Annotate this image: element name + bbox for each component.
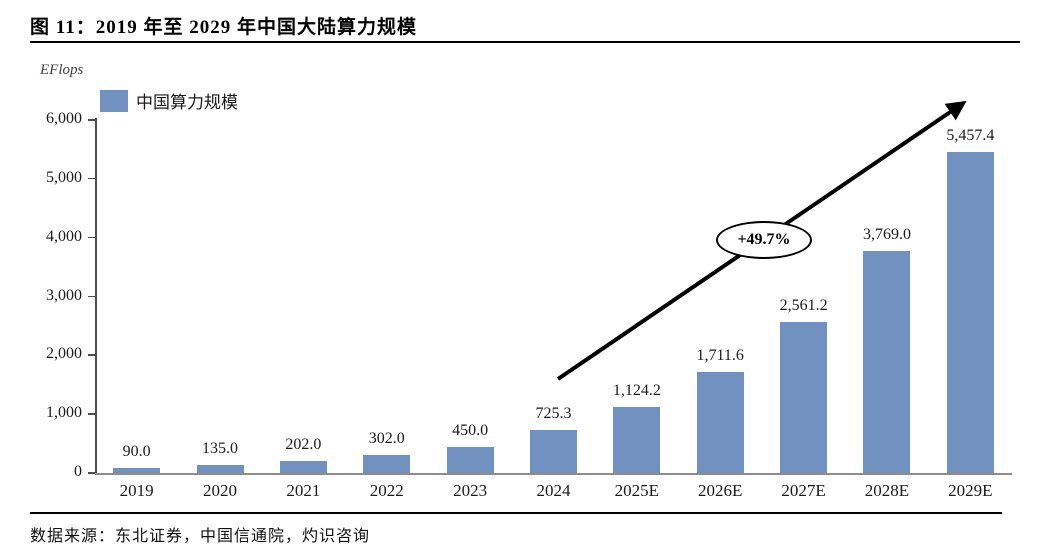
bar-value-label: 135.0 [202, 440, 239, 458]
x-axis-label: 2020 [203, 481, 238, 500]
bar-2029E [946, 151, 994, 473]
bar-2020 [196, 465, 244, 473]
bar-value-label: 450.0 [452, 421, 489, 439]
figure-title: 图 11：2019 年至 2029 年中国大陆算力规模 [30, 17, 417, 38]
y-axis-tick [88, 472, 95, 474]
bar-value-label: 1,124.2 [612, 381, 661, 399]
legend-label: 中国算力规模 [136, 93, 238, 112]
y-axis-tick-label: 6,000 [46, 110, 82, 127]
data-source: 数据来源：东北证券，中国信通院，灼识咨询 [30, 528, 371, 545]
y-axis-tick-label: 2,000 [46, 345, 82, 363]
bar-2023 [446, 446, 494, 473]
x-axis-line [95, 473, 1012, 475]
y-axis-tick [88, 413, 95, 415]
x-axis-label: 2023 [453, 481, 488, 500]
y-axis-unit-label: EFlops [40, 62, 84, 78]
bar-2028E [863, 251, 911, 473]
x-axis-label: 2024 [536, 481, 571, 500]
x-axis-label: 2027E [781, 481, 826, 500]
bar-value-label: 202.0 [285, 436, 322, 454]
y-axis-tick-label: 5,000 [46, 168, 82, 186]
bar-2021 [279, 461, 327, 473]
legend-color-swatch [100, 90, 128, 112]
y-axis-tick [88, 295, 95, 297]
y-axis-tick-label: 1,000 [46, 404, 82, 422]
y-axis-tick-label: 4,000 [46, 227, 82, 245]
x-axis-label: 2022 [369, 481, 404, 500]
bar-2025E [613, 406, 661, 473]
title-rule [30, 41, 1020, 43]
bar-2024 [530, 430, 577, 473]
y-axis-tick [88, 177, 95, 180]
growth-annotation: +49.7% [716, 221, 812, 259]
x-axis-label: 2029E [948, 481, 993, 500]
source-rule [30, 512, 1002, 514]
bar-value-label: 725.3 [535, 405, 572, 423]
bar-value-label: 2,561.2 [779, 297, 828, 315]
bar-2026E [696, 372, 744, 473]
bar-2019 [113, 467, 161, 473]
bar-2022 [363, 455, 411, 473]
bar-value-label: 5,457.4 [946, 126, 995, 144]
y-axis-tick [88, 236, 95, 239]
bar-value-label: 1,711.6 [696, 347, 744, 365]
x-axis-label: 2025E [614, 481, 660, 500]
y-axis-line [95, 118, 97, 473]
y-axis-tick-label: 0 [74, 463, 82, 480]
bar-2027E [780, 322, 828, 473]
bar-value-label: 90.0 [122, 442, 151, 460]
growth-annotation-label: +49.7% [737, 231, 791, 248]
bar-value-label: 3,769.0 [862, 226, 911, 244]
x-axis-label: 2028E [864, 481, 910, 500]
x-axis-label: 2021 [286, 481, 321, 500]
y-axis-tick-label: 3,000 [46, 286, 82, 304]
x-axis-label: 2019 [119, 481, 154, 500]
bar-value-label: 302.0 [368, 430, 405, 448]
y-axis-tick [88, 354, 95, 356]
y-axis-tick [88, 119, 95, 121]
x-axis-label: 2026E [698, 481, 743, 500]
